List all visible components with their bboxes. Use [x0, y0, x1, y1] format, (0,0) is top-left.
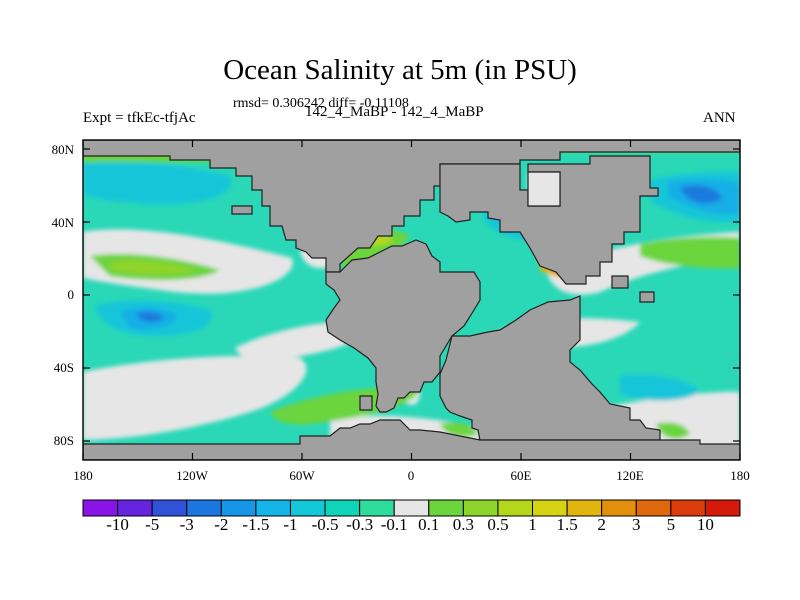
- colorbar-swatch-8: [359, 499, 395, 517]
- colorbar-swatch-13: [532, 499, 568, 517]
- experiment-label: Expt = tfkEc-tfjAc: [83, 110, 196, 126]
- colorbar-label-2: -3: [179, 515, 194, 534]
- x-tick-60e: 60E: [510, 468, 532, 483]
- x-tick-120e: 120E: [616, 468, 644, 483]
- land-island-north-atlantic: [231, 205, 253, 215]
- north-pacific-negative-area: [83, 161, 232, 205]
- colorbar-swatch-15: [601, 499, 637, 517]
- colorbar-swatch-17: [670, 499, 706, 517]
- x-tick-180-left: 180: [73, 468, 93, 483]
- colorbar-swatch-11: [462, 499, 499, 517]
- x-tick-0: 0: [407, 468, 415, 483]
- rmsd-diff-stats: rmsd= 0.306242 diff= -0.11108: [233, 96, 409, 111]
- x-tick-60w: 60W: [289, 468, 315, 483]
- equatorial-pacific-strong-negative-core: [136, 311, 164, 323]
- y-tick-0: 0: [67, 287, 75, 302]
- map-title: Ocean Salinity at 5m (in PSU): [223, 54, 577, 86]
- x-tick-120w: 120W: [176, 468, 208, 483]
- land-mass-africa: [439, 295, 661, 441]
- colorbar-swatch-9: [393, 499, 430, 517]
- south-atlantic-positive-patch: [440, 422, 478, 437]
- y-tick-40s: 40S: [53, 360, 74, 375]
- y-tick-40n: 40N: [51, 215, 74, 230]
- colorbar-label-8: -0.1: [380, 515, 408, 534]
- colorbar-swatch-0: [82, 499, 119, 517]
- colorbar-swatch-14: [566, 499, 603, 517]
- case-comparison-label: 142_4_MaBP - 142_4_MaBP: [305, 104, 484, 120]
- colorbar-label-13: 1.5: [556, 515, 578, 534]
- colorbar-label-6: -0.5: [311, 515, 339, 534]
- colorbar-label-5: -1: [283, 515, 298, 534]
- colorbar-label-0: -10: [106, 515, 129, 534]
- land-island-east: [639, 291, 655, 303]
- colorbar-label-11: 0.5: [487, 515, 509, 534]
- colorbar-label-3: -2: [214, 515, 229, 534]
- land-island-southeast: [611, 275, 629, 289]
- y-tick-80s: 80S: [53, 433, 74, 448]
- colorbar-label-4: -1.5: [242, 515, 270, 534]
- colorbar-swatch-7: [324, 499, 361, 517]
- colorbar-label-10: 0.3: [452, 515, 474, 534]
- land-mass-south-america: [325, 239, 481, 413]
- colorbar-label-16: 5: [666, 515, 676, 534]
- colorbar-label-7: -0.3: [346, 515, 374, 534]
- axis-ticks: [82, 140, 741, 460]
- land-island-arctic: [527, 171, 561, 207]
- southwest-pacific-negative-area: [620, 374, 700, 401]
- colorbar-swatch-2: [151, 499, 188, 517]
- southwest-positive-patch: [656, 422, 690, 439]
- colorbar-swatch-10: [428, 499, 464, 517]
- south-pacific-neutral-area: [83, 355, 307, 440]
- season-label: ANN: [703, 110, 736, 126]
- colorbar-swatch-16: [635, 499, 672, 517]
- colorbar-swatch-1: [117, 499, 153, 517]
- colorbar-swatch-5: [255, 499, 291, 517]
- colorbar-label-12: 1: [528, 515, 537, 534]
- land-island-south: [359, 395, 373, 411]
- colorbar-label-1: -5: [145, 515, 160, 534]
- colorbar-label-14: 2: [597, 515, 606, 534]
- colorbar-swatch-12: [497, 499, 534, 517]
- colorbar-swatch-4: [220, 499, 257, 517]
- colorbar-label-9: 0.1: [418, 515, 440, 534]
- colorbar-swatch-3: [186, 499, 222, 517]
- x-tick-180-right: 180: [730, 468, 750, 483]
- colorbar-label-17: 10: [696, 515, 714, 534]
- y-tick-80n: 80N: [51, 142, 74, 157]
- north-pacific-positive-core: [110, 260, 196, 275]
- land-mass-antarctica: [83, 419, 740, 460]
- colorbar-label-15: 3: [632, 515, 641, 534]
- eastern-positive-band: [640, 236, 740, 269]
- colorbar-swatch-6: [289, 499, 326, 517]
- colorbar-swatch-18: [704, 499, 741, 517]
- northwest-pacific-strong-negative-core: [680, 185, 722, 204]
